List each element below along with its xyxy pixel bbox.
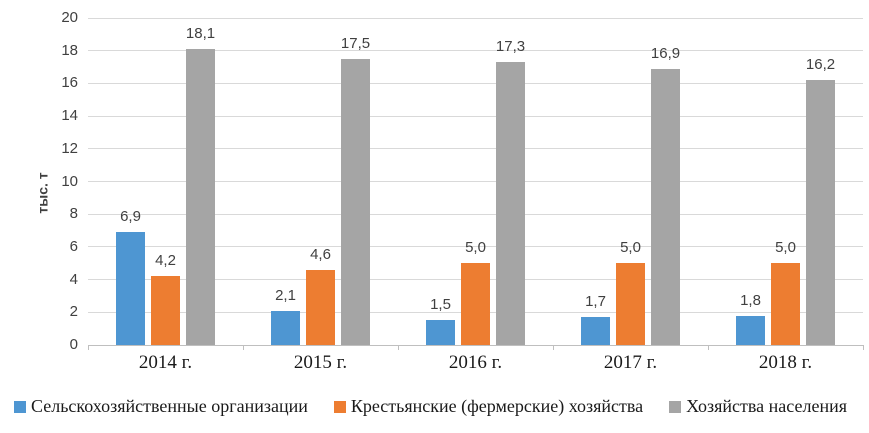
y-axis-tick-label: 6 [69,237,78,255]
bar-value-label: 1,8 [740,291,761,309]
bar: 17,3 [496,38,525,345]
bar-value-label: 5,0 [465,239,486,257]
x-axis-tick-mark [863,345,864,350]
bar-value-label: 4,2 [155,252,176,270]
legend-item: Хозяйства населения [669,396,847,417]
bar-value-label: 5,0 [620,239,641,257]
bar-value-label: 16,2 [805,56,836,74]
bar: 4,2 [151,252,180,345]
gridline [88,148,863,150]
bar-group-2016: 1,5 5,0 17,3 [398,18,553,345]
bar-group-2018: 1,8 5,0 16,2 [708,18,863,345]
legend-label: Хозяйства населения [686,396,848,416]
bar-value-label: 5,0 [775,239,796,257]
x-axis-category-label: 2017 г. [603,352,658,373]
bar: 1,7 [581,293,610,345]
legend: Сельскохозяйственные организации Крестьян… [14,396,847,417]
x-axis-tick-mark [708,345,709,350]
y-axis-tick-label: 10 [61,172,78,190]
gridline [88,213,863,215]
plot-area: 6,9 4,2 18,1 2,1 4,6 17,5 1,5 5,0 17,3 1,7 5,0 16,9… [88,17,863,346]
bar: 2,1 [271,287,300,345]
bar: 18,1 [186,25,215,345]
bar: 5,0 [771,239,800,345]
bar-value-label: 2,1 [275,286,296,304]
x-axis-line [88,345,863,346]
bar: 1,5 [426,296,455,345]
x-axis-category-label: 2014 г. [138,352,193,373]
x-axis-tick-mark [398,345,399,350]
gridline [88,246,863,248]
legend-item: Крестьянские (фермерские) хозяйства [333,396,644,417]
bar: 5,0 [616,239,645,345]
x-axis-tick-mark [553,345,554,350]
y-axis-tick-label: 12 [61,139,78,157]
x-axis-category-label: 2018 г. [758,352,813,373]
bar-value-label: 4,6 [310,245,331,263]
gridline [88,50,863,52]
gridline [88,17,863,19]
gridline [88,115,863,117]
bar-value-label: 6,9 [120,208,141,226]
bar-value-label: 1,5 [430,296,451,314]
bar-value-label: 16,9 [650,44,681,62]
bar-value-label: 18,1 [185,25,216,43]
y-axis-tick-label: 2 [69,303,78,321]
y-axis-tick-label: 0 [69,336,78,353]
y-axis-tick-label: 14 [61,107,78,125]
gridline [88,82,863,84]
legend-swatch-icon [14,400,26,413]
bar-value-label: 1,7 [585,293,606,311]
y-axis-tick-label: 8 [69,205,78,223]
bar-group-2015: 2,1 4,6 17,5 [243,18,398,345]
gridline [88,181,863,182]
x-axis-tick-mark [88,345,89,350]
legend-item: Сельскохозяйственные организации [14,396,308,417]
bar: 16,9 [651,45,680,345]
bar: 5,0 [461,239,490,345]
x-axis-category-label: 2016 г. [448,352,503,373]
y-axis-tick-label: 18 [61,41,78,59]
bar: 4,6 [306,246,335,345]
bar-group-2014: 6,9 4,2 18,1 [88,18,243,345]
bar-value-label: 17,5 [340,34,371,52]
bar: 1,8 [736,292,765,345]
legend-label: Крестьянские (фермерские) хозяйства [350,396,644,416]
y-axis-tick-label: 4 [69,270,78,288]
x-axis-category-label: 2015 г. [293,352,348,373]
legend-swatch-icon [333,400,346,413]
y-axis-tick-label: 20 [61,9,78,26]
bar-group-2017: 1,7 5,0 16,9 [553,18,708,345]
y-axis-tick-label: 16 [61,74,78,92]
x-axis-tick-mark [243,345,244,350]
bar: 6,9 [116,208,145,345]
bar: 16,2 [806,56,835,345]
legend-swatch-icon [669,400,682,413]
legend-label: Сельскохозяйственные организации [31,396,308,416]
bar-value-label: 17,3 [495,38,526,56]
bar: 17,5 [341,35,370,345]
